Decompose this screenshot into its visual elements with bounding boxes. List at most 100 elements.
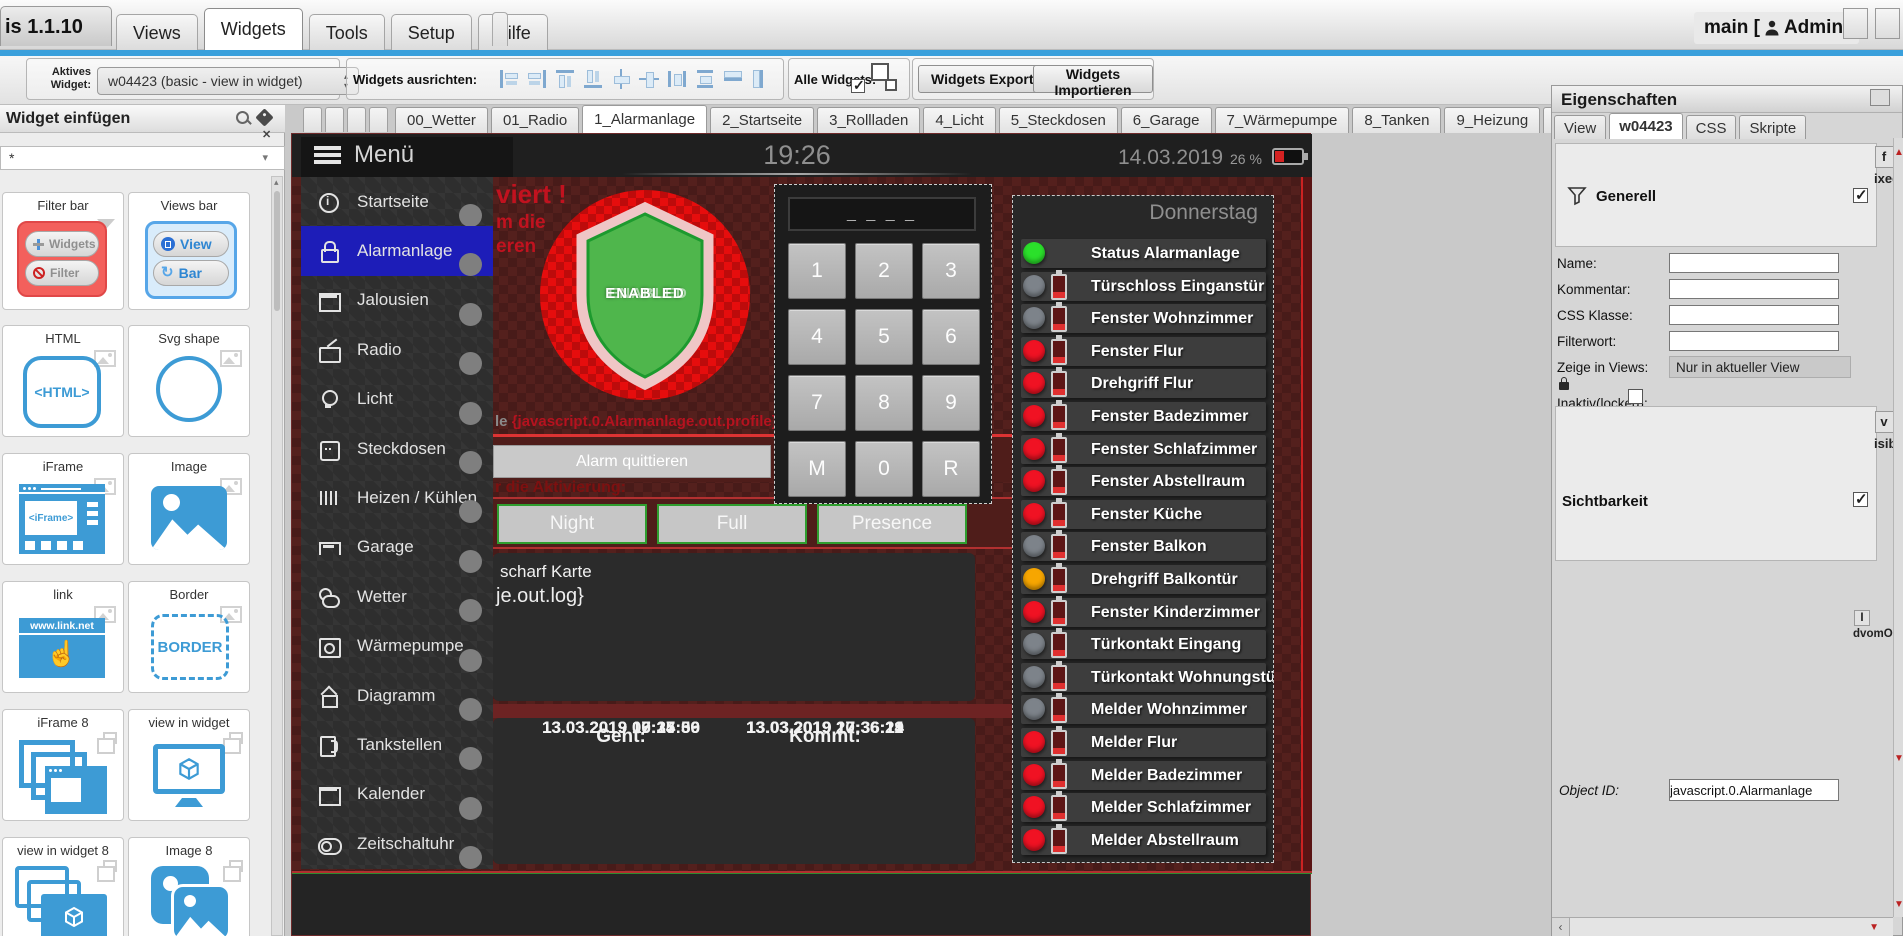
alarm-shield-widget[interactable]: ENABLED [540, 190, 750, 400]
widget-card-view-in-widget[interactable]: view in widget [128, 709, 250, 821]
menu-tab[interactable]: Hilfe [477, 14, 548, 50]
scroll-down-icon[interactable]: ▼ [1894, 899, 1903, 910]
menu-tab[interactable]: Tools [308, 14, 385, 50]
hamburger-icon[interactable] [314, 146, 341, 150]
view-tab-stub[interactable] [325, 107, 344, 132]
horizontal-scrollbar[interactable]: ‹ ▼ [1552, 917, 1893, 936]
nav-menu-item[interactable]: Kalender [301, 770, 493, 820]
keypad-key[interactable]: 9 [922, 375, 980, 431]
window-button-1[interactable] [1843, 8, 1868, 39]
align-icon[interactable] [499, 69, 519, 89]
widget-card-image8[interactable]: Image 8 [128, 837, 250, 936]
window-button-2[interactable] [1875, 8, 1900, 39]
nav-menu-item[interactable]: Diagramm [301, 671, 493, 721]
nav-menu-item[interactable]: Heizen / Kühlen [301, 473, 493, 524]
nav-menu-item[interactable]: Wetter [301, 572, 493, 623]
view-tab[interactable]: 5_Steckdosen [998, 107, 1118, 133]
generell-checkbox[interactable] [1853, 186, 1868, 204]
align-icon[interactable] [583, 69, 603, 89]
widget-card-link[interactable]: link www.link.net [2, 581, 124, 693]
scroll-up-icon[interactable]: ▲ [1894, 147, 1903, 158]
align-icon[interactable] [695, 69, 715, 89]
widgets-import-button[interactable]: Widgets Importieren [1033, 65, 1153, 98]
menu-tab[interactable]: Views [116, 14, 198, 50]
nav-menu-item[interactable]: Radio [301, 325, 493, 376]
scroll-left-icon[interactable]: ‹ [1552, 918, 1570, 936]
align-icon[interactable] [611, 69, 631, 89]
palette-scrollbar[interactable] [271, 176, 283, 936]
pin-icon[interactable] [255, 108, 274, 127]
keypad-key[interactable]: 7 [788, 375, 846, 431]
keypad-key[interactable]: R [922, 441, 980, 497]
view-tab[interactable]: 3_Rollladen [817, 107, 921, 133]
properties-tab[interactable]: View [1554, 115, 1607, 139]
view-tab[interactable]: 2_Startseite [710, 107, 815, 133]
view-tab[interactable]: 7_Wärmepumpe [1214, 107, 1350, 133]
active-widget-select[interactable]: w04423 (basic - view in widget) ▴ ▾ [97, 67, 359, 95]
keypad-key[interactable]: 5 [855, 309, 913, 365]
align-icon[interactable] [667, 69, 687, 89]
close-icon[interactable]: ✕ [262, 129, 272, 141]
nav-menu-item[interactable]: Jalousien [301, 276, 493, 326]
keypad-key[interactable]: 6 [922, 309, 980, 365]
arm-mode-button[interactable]: Night [497, 504, 647, 544]
properties-tab[interactable]: CSS [1685, 115, 1737, 139]
view-tab[interactable]: 8_Tanken [1352, 107, 1442, 133]
arm-mode-button[interactable]: Full [657, 504, 807, 544]
property-input[interactable] [1669, 279, 1839, 299]
view-tab[interactable]: 00_Wetter [395, 107, 488, 133]
property-input[interactable] [1669, 331, 1839, 351]
widget-card-svg-shape[interactable]: Svg shape [128, 325, 250, 437]
keypad-key[interactable]: 3 [922, 243, 980, 299]
align-icon[interactable] [751, 69, 771, 89]
scroll-right-icon[interactable]: ▼ [1869, 922, 1879, 933]
view-tab[interactable]: 9_Heizung [1444, 107, 1541, 133]
keypad-key[interactable]: 4 [788, 309, 846, 365]
alarm-acknowledge-button[interactable]: Alarm quittieren [493, 445, 771, 478]
align-icon[interactable] [723, 69, 743, 89]
nav-menu-item[interactable]: Steckdosen [301, 424, 493, 474]
properties-tab[interactable]: w04423 [1609, 113, 1683, 139]
view-tab[interactable]: 6_Garage [1120, 107, 1212, 133]
keypad-key[interactable]: 8 [855, 375, 913, 431]
widget-card-views-bar[interactable]: Views bar View Bar [128, 192, 250, 310]
object-id-input[interactable] [1669, 779, 1839, 801]
menu-tab[interactable]: Widgets [203, 8, 303, 50]
view-tab[interactable]: 01_Radio [490, 107, 580, 133]
widget-card-filter-bar[interactable]: Filter bar Widgets Filter [2, 192, 124, 310]
align-icon[interactable] [639, 69, 659, 89]
keypad-key[interactable]: 2 [855, 243, 913, 299]
arm-mode-button[interactable]: Presence [817, 504, 967, 544]
inaktiv-checkbox[interactable] [1628, 389, 1643, 404]
nav-menu-item[interactable]: Zeitschaltuhr [301, 819, 493, 869]
view-tab-stub[interactable] [303, 107, 322, 132]
widget-card-iframe8[interactable]: iFrame 8 [2, 709, 124, 821]
collapse-button[interactable] [1870, 89, 1890, 106]
all-widgets-checkbox[interactable] [851, 77, 865, 94]
nav-menu-item[interactable]: Garage [301, 523, 493, 573]
widget-filter-select[interactable]: * ▾ [0, 146, 285, 170]
nav-menu-item[interactable]: Wärmepumpe [301, 622, 493, 672]
nav-menu-item[interactable]: Licht [301, 375, 493, 425]
zeige-in-views-value[interactable]: Nur in aktueller View [1669, 356, 1851, 378]
alarm-status-panel[interactable]: Donnerstag Status Alarmanlage Türschloss… [1012, 195, 1274, 863]
widget-card-image[interactable]: Image [128, 453, 250, 565]
align-icon[interactable] [555, 69, 575, 89]
nav-menu-item[interactable]: Alarmanlage [301, 226, 493, 277]
keypad-key[interactable]: 0 [855, 441, 913, 497]
keypad-key[interactable]: M [788, 441, 846, 497]
align-icon[interactable] [527, 69, 547, 89]
view-tab-stub[interactable] [369, 107, 388, 132]
properties-scrollbar[interactable] [1893, 138, 1903, 917]
nav-menu-item[interactable]: Startseite [301, 177, 493, 227]
search-icon[interactable] [234, 109, 253, 128]
property-input[interactable] [1669, 305, 1839, 325]
widget-card-html[interactable]: HTML <HTML> [2, 325, 124, 437]
nav-menu-item[interactable]: Tankstellen [301, 720, 493, 771]
menu-tab[interactable]: Setup [390, 14, 472, 50]
widget-card-border[interactable]: Border BORDER [128, 581, 250, 693]
widget-card-view-in-widget8[interactable]: view in widget 8 [2, 837, 124, 936]
widget-card-iframe[interactable]: iFrame <iFrame> [2, 453, 124, 565]
view-tab-stub[interactable] [347, 107, 366, 132]
